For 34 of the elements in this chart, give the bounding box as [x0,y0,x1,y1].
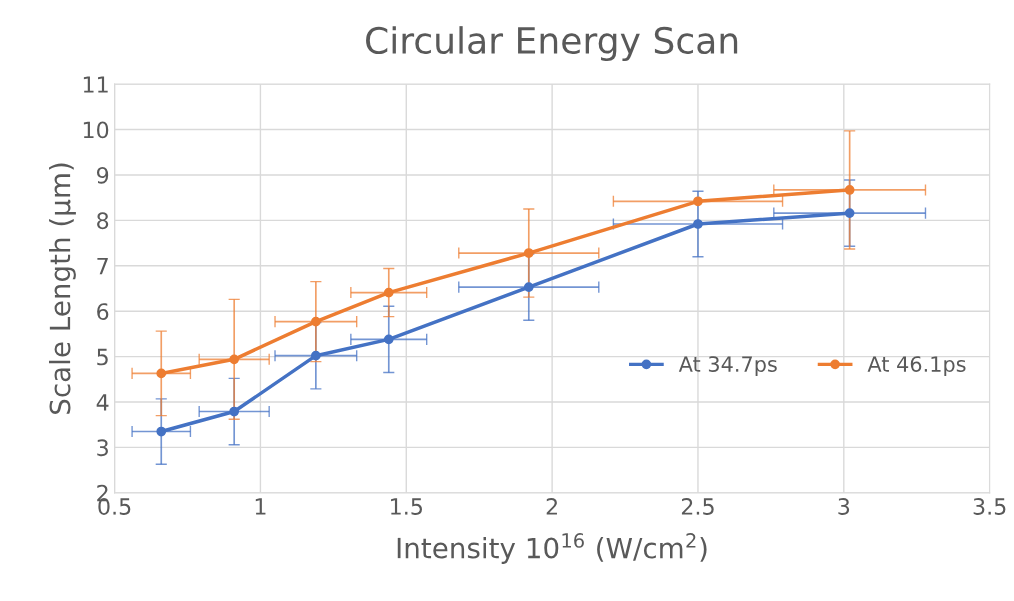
x-axis-title: Intensity 10$^{16}$ (W/cm$^{2}$) [397,533,707,564]
x-tick-label: 3.5 [973,498,1006,515]
y-tick-label: 7 [97,258,108,275]
legend-label: At 46.1ps [867,356,966,376]
point [156,426,167,437]
point [693,219,703,229]
y-tick-label: 9 [96,166,109,184]
x-tick-label: 1 [255,498,266,515]
point [310,316,321,327]
chart-title: Circular Energy Scan [366,26,738,62]
legend-label: At 34.7ps [678,356,777,376]
point [844,185,855,195]
y-tick-label: 3 [97,439,108,457]
x-tick-label: 1.5 [391,498,423,515]
point [383,334,394,345]
y-tick-label: 6 [97,303,109,320]
point [229,354,240,365]
x-tick-label: 2 [546,498,557,515]
y-tick-label: 10 [83,121,109,139]
point [310,350,321,361]
y-axis-title: Scale Length (µm) [49,163,76,414]
y-tick-label: 8 [97,212,109,230]
point [844,208,855,218]
point [523,248,534,258]
x-tick-label: 3 [838,498,850,515]
y-tick-label: 11 [83,76,108,93]
point [156,368,167,379]
x-tick-label: 2.5 [681,498,714,515]
point [229,406,240,417]
y-tick-label: 5 [97,348,108,366]
point [523,282,534,292]
point [693,196,703,207]
y-tick-label: 4 [96,394,109,411]
point [383,287,394,298]
